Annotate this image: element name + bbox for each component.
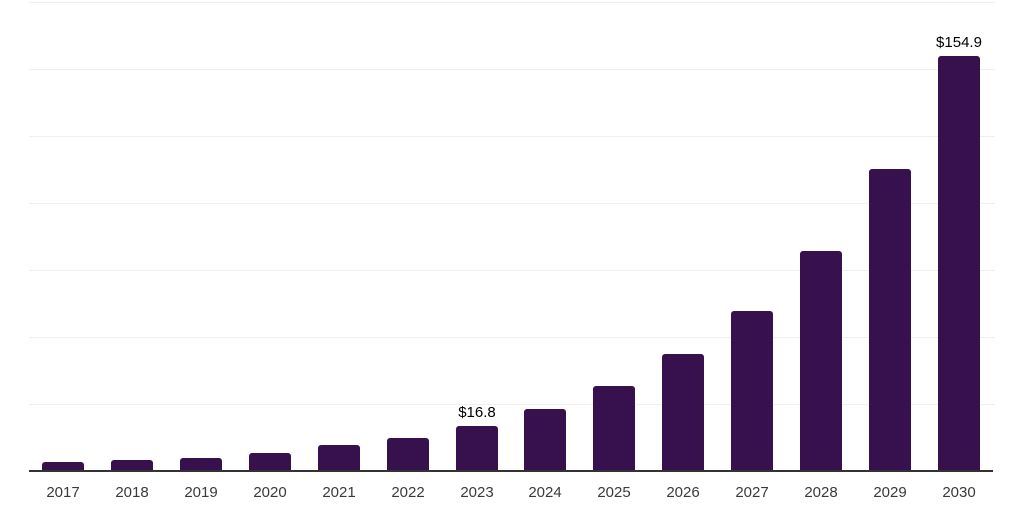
bar-2018: [111, 460, 153, 471]
x-tick-2028: 2028: [804, 484, 838, 501]
bar-2017: [42, 462, 84, 471]
x-tick-2025: 2025: [597, 484, 631, 501]
x-tick-2021: 2021: [322, 484, 356, 501]
bar-2029: [869, 169, 911, 471]
x-tick-2029: 2029: [873, 484, 907, 501]
x-tick-2030: 2030: [942, 484, 976, 501]
x-tick-2027: 2027: [735, 484, 769, 501]
gridline-100: [29, 203, 995, 204]
bar-2024: [524, 409, 566, 471]
x-tick-2017: 2017: [46, 484, 80, 501]
bar-2021: [318, 445, 360, 471]
bar-2027: [731, 311, 773, 471]
gridline-125: [29, 136, 995, 137]
data-label-2023: $16.8: [458, 404, 496, 421]
x-tick-2022: 2022: [391, 484, 425, 501]
gridline-25: [29, 404, 995, 405]
gridline-150: [29, 69, 995, 70]
bar-2020: [249, 453, 291, 471]
bar-2022: [387, 438, 429, 471]
bar-2023: [456, 426, 498, 471]
data-label-2030: $154.9: [936, 34, 982, 51]
bar-2019: [180, 458, 222, 471]
x-tick-2019: 2019: [184, 484, 218, 501]
gridline-50: [29, 337, 995, 338]
bar-2026: [662, 354, 704, 471]
x-tick-2023: 2023: [460, 484, 494, 501]
x-tick-2026: 2026: [666, 484, 700, 501]
gridline-175: [29, 2, 995, 3]
x-axis-line: [29, 470, 993, 472]
x-tick-2018: 2018: [115, 484, 149, 501]
bar-2028: [800, 251, 842, 471]
x-tick-2024: 2024: [528, 484, 562, 501]
gridline-75: [29, 270, 995, 271]
x-tick-2020: 2020: [253, 484, 287, 501]
bar-2030: [938, 56, 980, 471]
bar-2025: [593, 386, 635, 471]
